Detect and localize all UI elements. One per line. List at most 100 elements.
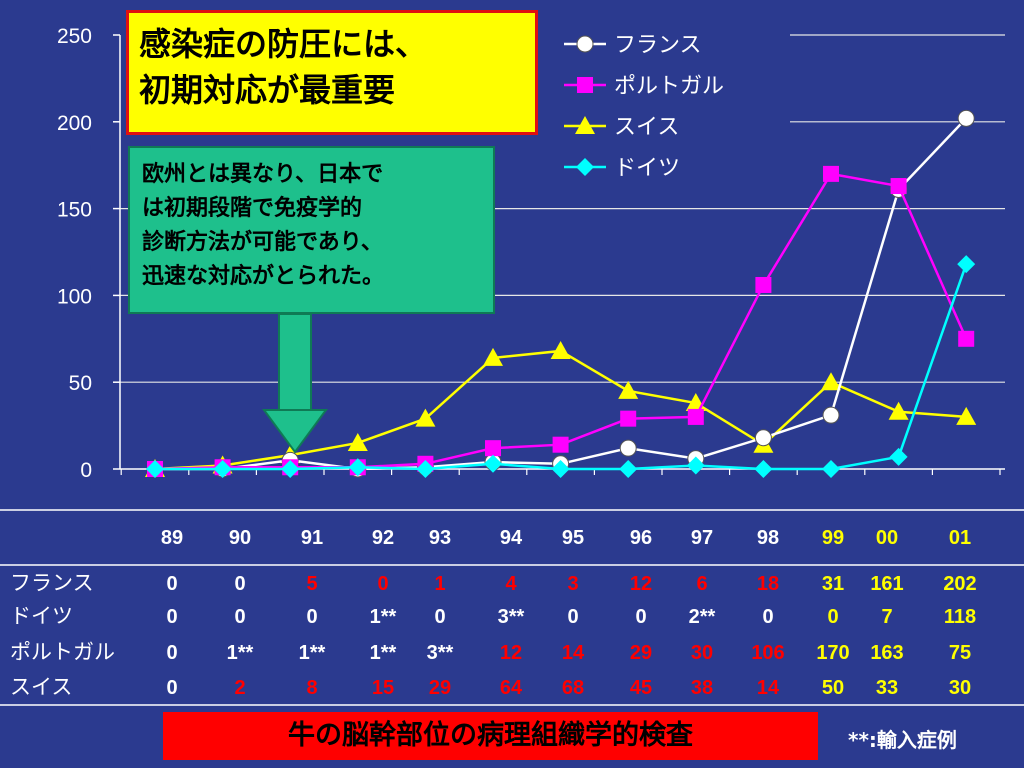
year-header: 93: [429, 527, 451, 549]
down-arrow-icon: [262, 313, 328, 454]
table-cell: 38: [691, 677, 713, 699]
data-point: [576, 158, 594, 176]
data-point: [957, 255, 976, 274]
title-line-1: 感染症の防圧には、: [139, 25, 428, 63]
data-series: [145, 109, 977, 478]
data-point: [213, 460, 232, 478]
year-header: 94: [500, 527, 523, 549]
table-cell: 0: [234, 573, 245, 595]
table-cell: 1**: [299, 642, 326, 664]
table-cell: 0: [434, 606, 445, 628]
data-point: [620, 410, 637, 427]
table-cell: 3**: [427, 642, 454, 664]
table-cell: 29: [630, 642, 652, 664]
data-point: [822, 460, 840, 478]
table-cell: 0: [166, 606, 177, 628]
data-point: [619, 460, 638, 478]
y-tick-label: 250: [57, 25, 92, 48]
data-point: [415, 408, 436, 427]
table-cell: 0: [762, 606, 773, 628]
data-point: [347, 432, 368, 451]
row-name: フランス: [10, 571, 94, 595]
table-cell: 12: [630, 573, 652, 595]
data-point: [821, 372, 841, 391]
data-point: [552, 436, 569, 453]
data-point: [755, 276, 772, 293]
table-cell: 33: [876, 677, 898, 699]
note-line-1: 欧州とは異なり、日本で: [142, 162, 384, 187]
data-point: [822, 406, 840, 424]
data-point: [687, 408, 704, 425]
data-point: [754, 460, 773, 478]
table-cell: 50: [822, 677, 844, 699]
data-point: [888, 401, 909, 420]
year-header: 92: [372, 527, 394, 549]
table-cell: 161: [870, 573, 903, 595]
note-line-3: 診断方法が可能であり、: [142, 230, 383, 255]
table-cell: 170: [816, 642, 849, 664]
data-point: [890, 178, 907, 195]
legend-label: ポルトガル: [614, 74, 724, 99]
table-cell: 3**: [498, 606, 525, 628]
data-point: [550, 340, 571, 359]
table-cell: 12: [500, 642, 522, 664]
table-cell: 202: [943, 573, 976, 595]
table-cell: 14: [562, 642, 585, 664]
year-header: 00: [876, 527, 898, 549]
method-label: 牛の脳幹部位の病理組織学的検査: [163, 712, 818, 760]
table-cell: 1: [434, 573, 445, 595]
data-point: [956, 406, 977, 425]
row-name: ポルトガル: [10, 640, 115, 664]
data-point: [416, 460, 435, 478]
data-point: [958, 330, 975, 347]
data-point: [484, 454, 502, 473]
series-diamond: [146, 255, 976, 478]
table-cell: 14: [757, 677, 780, 699]
y-tick-label: 200: [57, 112, 92, 135]
table-cell: 7: [881, 606, 892, 628]
data-point: [146, 460, 164, 478]
data-point: [686, 456, 705, 475]
note-callout: 欧州とは異なり、日本で は初期段階で免疫学的 診断方法が可能であり、 迅速な対応…: [128, 146, 495, 314]
table-cell: 106: [751, 642, 784, 664]
data-point: [823, 165, 839, 182]
year-header: 91: [301, 527, 323, 549]
table-cell: 163: [870, 642, 903, 664]
data-point: [281, 460, 300, 478]
table-cell: 1**: [370, 642, 397, 664]
row-name: ドイツ: [10, 604, 73, 628]
data-point: [348, 458, 367, 477]
table-cell: 30: [949, 677, 971, 699]
year-header: 89: [161, 527, 183, 549]
data-point: [577, 77, 593, 93]
table-cell: 0: [306, 606, 317, 628]
year-header: 96: [630, 527, 652, 549]
data-point: [619, 439, 637, 457]
table-cell: 0: [166, 642, 177, 664]
table-cell: 75: [949, 642, 971, 664]
year-header: 97: [691, 527, 713, 549]
y-tick-label: 100: [57, 285, 92, 308]
data-point: [618, 380, 639, 399]
y-tick-label: 50: [69, 372, 92, 395]
data-point: [483, 347, 503, 366]
table-cell: 4: [505, 573, 517, 595]
title-line-2: 初期対応が最重要: [139, 71, 396, 109]
year-header: 99: [822, 527, 844, 549]
table-cell: 0: [234, 606, 245, 628]
table-cell: 118: [944, 606, 976, 628]
row-name: スイス: [10, 675, 72, 699]
table-cell: 64: [500, 677, 523, 699]
table-cell: 68: [562, 677, 584, 699]
table-cell: 45: [630, 677, 652, 699]
note-line-4: 迅速な対応がとられた。: [142, 264, 385, 289]
table-cell: 0: [567, 606, 578, 628]
legend-label: スイス: [614, 115, 679, 140]
table-cell: 5: [306, 573, 317, 595]
table-cell: 15: [372, 677, 394, 699]
data-point: [485, 440, 501, 457]
table-cell: 0: [827, 606, 838, 628]
